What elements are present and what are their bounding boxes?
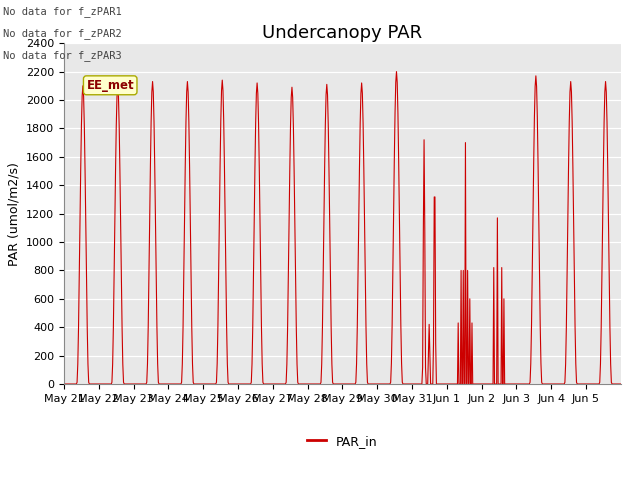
Text: EE_met: EE_met xyxy=(86,79,134,92)
Text: No data for f_zPAR2: No data for f_zPAR2 xyxy=(3,28,122,39)
Legend: PAR_in: PAR_in xyxy=(302,430,383,453)
Y-axis label: PAR (umol/m2/s): PAR (umol/m2/s) xyxy=(8,162,20,265)
Title: Undercanopy PAR: Undercanopy PAR xyxy=(262,24,422,42)
Text: No data for f_zPAR3: No data for f_zPAR3 xyxy=(3,49,122,60)
Text: No data for f_zPAR1: No data for f_zPAR1 xyxy=(3,6,122,17)
